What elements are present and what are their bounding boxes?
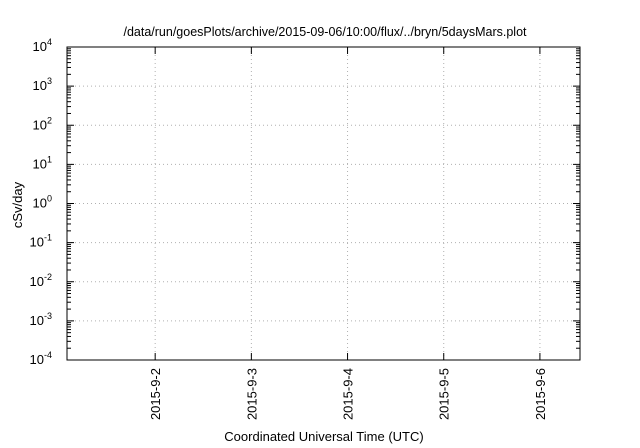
y-axis-label: cSv/day bbox=[10, 181, 25, 228]
y-tick-label: 100 bbox=[33, 194, 52, 211]
y-tick-exponent: 2 bbox=[47, 115, 52, 125]
y-tick-base: 10 bbox=[33, 156, 47, 171]
y-tick-label: 10-1 bbox=[30, 233, 52, 250]
grid-lines bbox=[67, 47, 580, 360]
x-tick-label: 2015-9-2 bbox=[148, 368, 163, 420]
y-tick-exponent: -2 bbox=[44, 272, 52, 282]
y-tick-base: 10 bbox=[30, 274, 44, 289]
y-tick-base: 10 bbox=[30, 313, 44, 328]
x-tick-label: 2015-9-6 bbox=[533, 368, 548, 420]
y-tick-label: 10-3 bbox=[30, 311, 52, 328]
y-tick-label: 104 bbox=[33, 37, 52, 54]
y-tick-label: 10-4 bbox=[30, 350, 52, 367]
y-tick-exponent: 3 bbox=[47, 76, 52, 86]
x-tick-label: 2015-9-4 bbox=[341, 368, 356, 420]
y-tick-base: 10 bbox=[30, 235, 44, 250]
y-tick-base: 10 bbox=[33, 117, 47, 132]
y-tick-base: 10 bbox=[33, 196, 47, 211]
x-tick-label: 2015-9-5 bbox=[437, 368, 452, 420]
y-tick-exponent: 0 bbox=[47, 194, 52, 204]
y-tick-label: 102 bbox=[33, 115, 52, 132]
y-tick-exponent: 1 bbox=[47, 154, 52, 164]
y-tick-exponent: -1 bbox=[44, 233, 52, 243]
x-axis-label: Coordinated Universal Time (UTC) bbox=[224, 429, 423, 444]
y-tick-base: 10 bbox=[33, 39, 47, 54]
x-axis: 2015-9-2 2015-9-3 2015-9-4 2015-9-5 2015-9-6 bbox=[148, 47, 548, 420]
y-tick-label: 101 bbox=[33, 154, 52, 171]
y-tick-base: 10 bbox=[33, 78, 47, 93]
y-tick-exponent: -4 bbox=[44, 350, 52, 360]
y-tick-base: 10 bbox=[30, 352, 44, 367]
y-tick-label: 103 bbox=[33, 76, 52, 93]
x-tick-label: 2015-9-3 bbox=[244, 368, 259, 420]
y-tick-exponent: -3 bbox=[44, 311, 52, 321]
y-tick-exponent: 4 bbox=[47, 37, 52, 47]
chart-title: /data/run/goesPlots/archive/2015-09-06/1… bbox=[123, 25, 527, 39]
y-tick-label: 10-2 bbox=[30, 272, 52, 289]
